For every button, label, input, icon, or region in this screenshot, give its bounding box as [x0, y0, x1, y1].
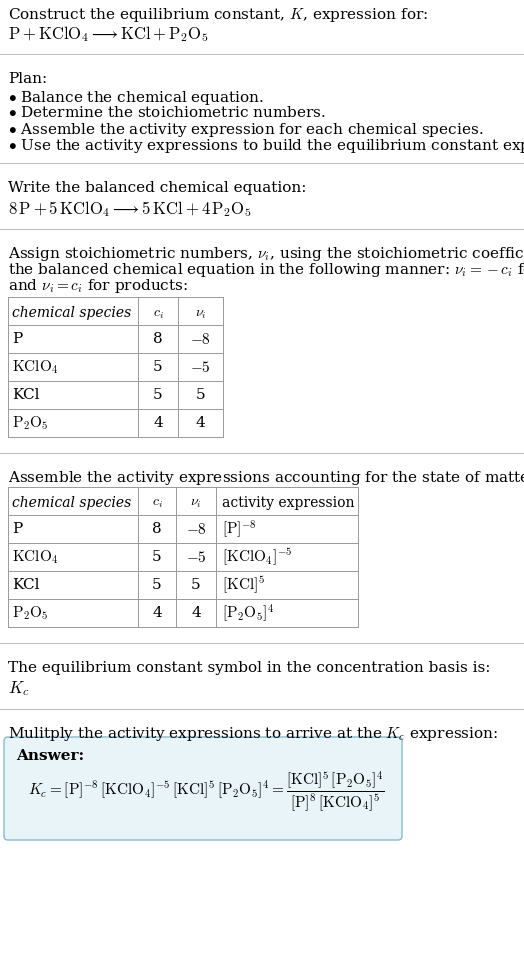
- Text: $[\mathrm{KClO_4}]^{-5}$: $[\mathrm{KClO_4}]^{-5}$: [222, 546, 292, 568]
- Text: $-8$: $-8$: [185, 522, 206, 537]
- FancyBboxPatch shape: [4, 737, 402, 840]
- Text: 5: 5: [195, 388, 205, 402]
- Text: $\mathrm{P_2O_5}$: $\mathrm{P_2O_5}$: [12, 414, 49, 432]
- Text: KCl: KCl: [12, 388, 39, 402]
- Text: P: P: [12, 332, 22, 346]
- Text: $\mathrm{8\,P + 5\,KClO_4 \longrightarrow 5\,KCl + 4\,P_2O_5}$: $\mathrm{8\,P + 5\,KClO_4 \longrightarro…: [8, 199, 252, 219]
- Text: 4: 4: [152, 606, 162, 620]
- Text: KCl: KCl: [12, 578, 39, 592]
- Text: 4: 4: [153, 416, 163, 430]
- Text: Mulitply the activity expressions to arrive at the $K_c$ expression:: Mulitply the activity expressions to arr…: [8, 725, 498, 743]
- Text: Assemble the activity expressions accounting for the state of matter and $\nu_i$: Assemble the activity expressions accoun…: [8, 469, 524, 487]
- Text: $\mathrm{KClO_4}$: $\mathrm{KClO_4}$: [12, 548, 59, 566]
- Text: 5: 5: [153, 360, 163, 374]
- Text: and $\nu_i = c_i$ for products:: and $\nu_i = c_i$ for products:: [8, 277, 188, 295]
- Text: the balanced chemical equation in the following manner: $\nu_i = -c_i$ for react: the balanced chemical equation in the fo…: [8, 261, 524, 279]
- Text: $c_i$: $c_i$: [151, 497, 162, 510]
- Text: activity expression: activity expression: [222, 497, 355, 510]
- Text: Plan:: Plan:: [8, 72, 47, 86]
- Text: $[\mathrm{P}]^{-8}$: $[\mathrm{P}]^{-8}$: [222, 518, 257, 540]
- Text: 8: 8: [153, 332, 163, 346]
- Text: $-5$: $-5$: [185, 549, 206, 565]
- Text: $\nu_i$: $\nu_i$: [194, 306, 206, 321]
- Text: $c_i$: $c_i$: [152, 306, 163, 321]
- Text: $[\mathrm{KCl}]^{5}$: $[\mathrm{KCl}]^{5}$: [222, 574, 265, 595]
- Text: 5: 5: [152, 550, 162, 564]
- Text: chemical species: chemical species: [12, 306, 131, 321]
- Text: $\mathrm{P + KClO_4 \longrightarrow KCl + P_2O_5}$: $\mathrm{P + KClO_4 \longrightarrow KCl …: [8, 24, 209, 44]
- Text: 4: 4: [195, 416, 205, 430]
- Text: $\bullet$ Assemble the activity expression for each chemical species.: $\bullet$ Assemble the activity expressi…: [8, 121, 484, 139]
- Text: 8: 8: [152, 522, 162, 536]
- Text: $\bullet$ Use the activity expressions to build the equilibrium constant express: $\bullet$ Use the activity expressions t…: [8, 137, 524, 155]
- Text: $\mathrm{KClO_4}$: $\mathrm{KClO_4}$: [12, 358, 59, 376]
- Text: 5: 5: [191, 578, 201, 592]
- Text: $\mathrm{P_2O_5}$: $\mathrm{P_2O_5}$: [12, 604, 49, 622]
- Text: $\bullet$ Determine the stoichiometric numbers.: $\bullet$ Determine the stoichiometric n…: [8, 105, 326, 120]
- Text: 5: 5: [153, 388, 163, 402]
- Text: $\nu_i$: $\nu_i$: [190, 497, 202, 510]
- Text: P: P: [12, 522, 22, 536]
- Text: Construct the equilibrium constant, $K$, expression for:: Construct the equilibrium constant, $K$,…: [8, 6, 428, 24]
- Text: Write the balanced chemical equation:: Write the balanced chemical equation:: [8, 181, 307, 195]
- Text: $\bullet$ Balance the chemical equation.: $\bullet$ Balance the chemical equation.: [8, 89, 264, 107]
- Text: Answer:: Answer:: [16, 749, 84, 763]
- Text: $K_c$: $K_c$: [8, 679, 29, 698]
- Text: $[\mathrm{P_2O_5}]^{4}$: $[\mathrm{P_2O_5}]^{4}$: [222, 602, 275, 624]
- Text: The equilibrium constant symbol in the concentration basis is:: The equilibrium constant symbol in the c…: [8, 661, 490, 675]
- Text: $-5$: $-5$: [190, 360, 211, 374]
- Text: $K_c = [\mathrm{P}]^{-8}\,[\mathrm{KClO_4}]^{-5}\,[\mathrm{KCl}]^{5}\,[\mathrm{P: $K_c = [\mathrm{P}]^{-8}\,[\mathrm{KClO_…: [28, 770, 385, 814]
- Text: Assign stoichiometric numbers, $\nu_i$, using the stoichiometric coefficients, $: Assign stoichiometric numbers, $\nu_i$, …: [8, 245, 524, 263]
- Text: 4: 4: [191, 606, 201, 620]
- Text: $-8$: $-8$: [190, 331, 211, 346]
- Text: 5: 5: [152, 578, 162, 592]
- Text: chemical species: chemical species: [12, 497, 131, 510]
